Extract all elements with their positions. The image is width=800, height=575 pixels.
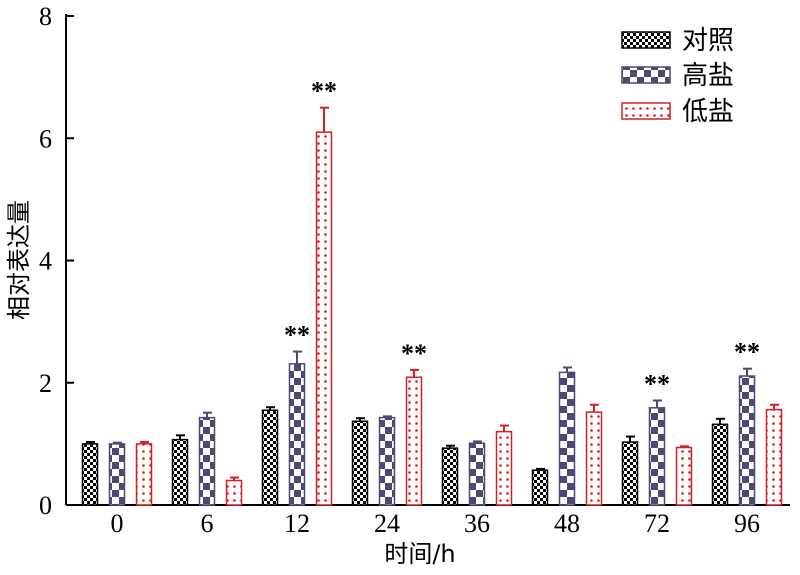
significance-mark: ** [401,339,427,368]
x-axis-title: 时间/h [384,540,455,568]
y-axis-title: 相对表达量 [5,200,33,320]
bar-对照-24 [351,420,369,506]
bar-高盐-12 [288,363,306,506]
bar-低盐-24 [405,376,423,506]
bar-低盐-36 [495,430,513,506]
bar-高盐-96 [738,375,756,506]
x-tick-label: 48 [554,509,580,538]
significance-mark: ** [284,321,310,350]
bar-对照-0 [81,443,99,506]
legend-label: 高盐 [682,61,734,91]
x-tick-label: 0 [111,509,124,538]
bar-高盐-6 [198,416,216,506]
legend-label: 对照 [682,26,734,56]
x-tick-label: 12 [284,509,310,538]
bar-对照-12 [261,409,279,506]
legend-swatch-对照 [621,31,671,49]
y-tick-label: 4 [39,247,52,276]
y-tick-label: 8 [39,2,52,31]
significance-mark: ** [644,369,670,398]
x-tick-label: 6 [201,509,214,538]
significance-mark: ** [734,338,760,367]
legend-label: 低盐 [682,97,734,127]
bar-低盐-0 [135,443,153,506]
x-tick-label: 24 [374,509,400,538]
legend-swatch-低盐 [621,102,671,120]
bar-对照-36 [441,447,459,506]
y-tick-label: 2 [39,369,52,398]
bar-低盐-96 [765,408,783,506]
significance-mark: ** [311,77,337,106]
bar-对照-72 [621,441,639,506]
legend-swatch-高盐 [621,66,671,84]
bar-高盐-48 [558,371,576,506]
bar-对照-6 [171,438,189,506]
bar-低盐-72 [675,446,693,506]
x-tick-label: 72 [644,509,670,538]
x-tick-label: 36 [464,509,490,538]
bar-高盐-36 [468,442,486,506]
bar-对照-96 [711,423,729,506]
x-tick-label: 96 [734,509,760,538]
bar-低盐-12 [315,131,333,506]
y-tick-label: 0 [39,491,52,520]
bar-高盐-0 [108,443,126,506]
bar-低盐-6 [225,479,243,506]
bar-高盐-72 [648,407,666,506]
bar-对照-48 [531,469,549,506]
y-tick-label: 6 [39,124,52,153]
bar-高盐-24 [378,416,396,506]
bar-低盐-48 [585,411,603,506]
